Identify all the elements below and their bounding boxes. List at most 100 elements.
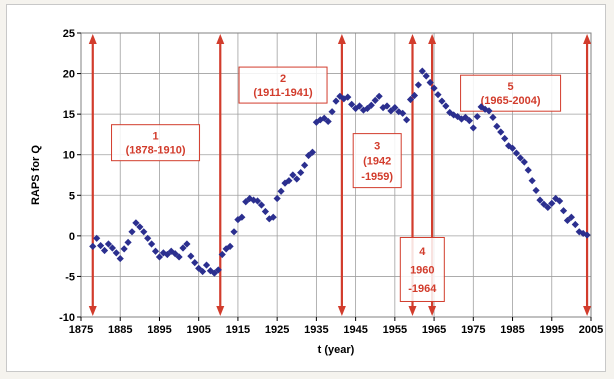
data-point [410,91,419,100]
data-point [214,266,222,274]
data-point [520,158,528,166]
data-point [155,253,164,261]
data-point [140,228,148,236]
x-axis-ticks: 1875 1885 1895 1905 1915 1925 1935 1945 1955 1965… [69,317,603,336]
data-point [269,213,277,221]
period-label-box: 5 (1965-2004) [460,74,562,112]
data-point [454,112,462,121]
data-point [206,267,215,275]
data-point [528,177,536,185]
x-tick-label: 1965 [422,324,446,336]
period-label-text: 5 [508,81,514,93]
data-point [187,252,195,260]
data-point [516,154,524,162]
data-point [355,102,364,110]
x-tick-label: 1955 [383,324,407,336]
data-point [104,240,113,248]
data-point [497,128,505,136]
period-label-text: 4 [419,246,426,258]
period-label-text: (1942 [363,156,391,168]
data-point [293,175,301,183]
data-point [116,254,124,263]
data-point [567,213,575,221]
period-label-box: 2 (1911-1941) [238,66,328,104]
data-point [336,92,344,100]
data-point [422,72,430,80]
x-tick-label: 1935 [304,324,328,336]
data-point [238,213,246,221]
data-point [308,148,317,156]
data-point [148,240,156,248]
data-point [508,144,517,152]
data-point [501,134,509,143]
period-label-text: 1 [152,131,158,143]
data-point [512,149,521,157]
data-point [144,234,152,242]
data-point [505,142,513,150]
y-tick-label: 0 [69,231,75,243]
data-point [387,107,395,115]
data-point [199,267,207,276]
period-boundary-arrow [337,34,346,316]
arrow-head-down [88,306,97,316]
period-label-text: (1965-2004) [481,95,541,107]
x-tick-label: 1885 [108,324,132,336]
y-tick-label: 5 [69,190,75,202]
data-point [265,215,273,223]
label-box-border [352,133,402,189]
data-point [344,93,352,101]
data-point [426,78,434,87]
data-points [89,67,591,277]
data-point [191,259,199,267]
period-label-text: 2 [280,73,286,85]
data-point [112,249,120,257]
x-tick-label: 1915 [226,324,250,336]
label-box-border [399,236,445,302]
data-point [391,104,399,112]
data-point [438,97,446,105]
label-box-border [111,124,201,162]
data-point [450,111,458,119]
data-point [465,117,473,125]
data-point [257,201,266,209]
data-point [559,207,568,215]
data-point [250,196,258,204]
arrow-head-down [583,306,592,316]
data-point [179,244,187,252]
x-tick-label: 1925 [265,324,289,336]
data-point [120,245,128,253]
data-point [383,102,391,110]
data-point [151,247,160,255]
period-boundary-arrow [88,34,97,316]
data-point [97,241,105,250]
label-box-border [238,66,328,104]
period-label-text: (1911-1941) [253,87,313,99]
y-tick-label: -5 [65,271,75,283]
data-point [304,151,313,160]
data-point [403,116,411,124]
data-point [312,118,320,126]
data-point [556,197,564,205]
data-point [100,246,109,255]
period-label-box: 1 (1878-1910) [111,124,201,162]
arrow-head-up [337,34,346,44]
data-point [277,187,285,195]
data-point [202,261,211,269]
y-tick-label: 15 [63,109,75,121]
data-point [457,115,466,123]
data-point [430,84,438,92]
data-point [418,67,426,75]
y-axis-title: RAPS for Q [30,145,42,205]
data-point [544,203,552,212]
x-tick-label: 1975 [461,324,485,336]
data-point [136,223,144,231]
plot-area [80,32,592,318]
data-point [399,109,407,117]
data-point [328,108,336,116]
data-point [524,166,532,174]
data-point [297,168,305,177]
data-point [571,220,579,229]
data-point [379,104,387,112]
data-point [406,95,415,104]
